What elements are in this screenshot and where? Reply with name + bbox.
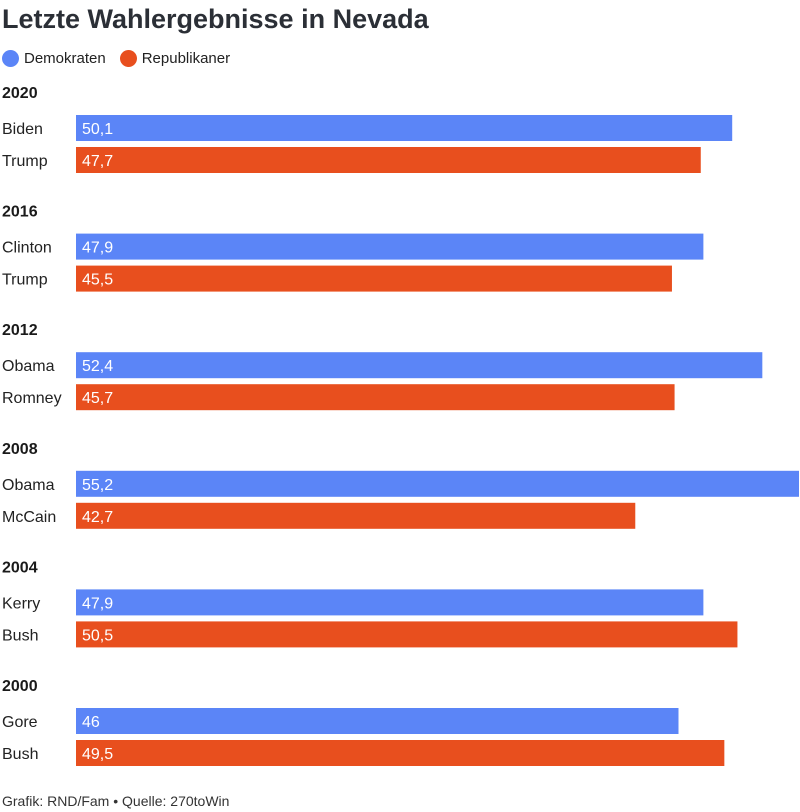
bar-2012-obama — [76, 352, 763, 379]
legend-dot-democrats — [2, 50, 19, 67]
footer-separator: • — [113, 793, 119, 809]
legend-label-democrats: Demokraten — [24, 50, 106, 67]
bar-2020-biden — [76, 115, 733, 141]
candidate-label-2016-trump: Trump — [2, 272, 48, 289]
value-label-2016-clinton: 47,9 — [82, 240, 113, 257]
value-label-2012-romney: 45,7 — [82, 390, 113, 407]
footer: Grafik: RND/Fam • Quelle: 270toWin — [2, 793, 229, 809]
candidate-label-2000-bush: Bush — [2, 746, 38, 763]
year-label-2004: 2004 — [2, 559, 38, 576]
year-label-2020: 2020 — [2, 85, 38, 102]
year-label-2008: 2008 — [2, 441, 38, 458]
bar-2020-trump — [76, 147, 701, 173]
value-label-2020-trump: 47,7 — [82, 153, 113, 170]
bar-2016-clinton — [76, 233, 704, 260]
footer-source: Quelle: 270toWin — [122, 793, 230, 809]
value-label-2012-obama: 52,4 — [82, 358, 113, 375]
bar-2000-bush — [76, 740, 725, 766]
legend: Demokraten Republikaner — [2, 50, 244, 67]
bar-2000-gore — [76, 708, 679, 734]
legend-label-republicans: Republikaner — [141, 50, 231, 67]
legend-item-democrats: Demokraten — [2, 50, 106, 67]
year-label-2016: 2016 — [2, 204, 38, 221]
bar-2008-mccain — [76, 502, 636, 529]
bar-2016-trump — [76, 265, 672, 292]
bar-2008-obama — [76, 470, 799, 497]
bar-2012-romney — [76, 384, 675, 411]
candidate-label-2004-bush: Bush — [2, 627, 38, 644]
candidate-label-2020-biden: Biden — [2, 121, 43, 138]
bar-2004-bush — [76, 621, 738, 648]
legend-dot-republicans — [119, 50, 137, 67]
value-label-2004-bush: 50,5 — [82, 627, 113, 644]
candidate-label-2008-mccain: McCain — [2, 509, 56, 526]
chart-title: Letzte Wahlergebnisse in Nevada — [2, 4, 429, 34]
value-label-2016-trump: 45,5 — [82, 272, 113, 289]
value-label-2000-bush: 49,5 — [82, 746, 113, 763]
year-label-2000: 2000 — [2, 678, 38, 695]
candidate-label-2020-trump: Trump — [2, 153, 48, 170]
candidate-label-2012-obama: Obama — [2, 358, 55, 375]
candidate-label-2012-romney: Romney — [2, 390, 62, 407]
candidate-label-2008-obama: Obama — [2, 477, 55, 494]
candidate-label-2004-kerry: Kerry — [2, 595, 40, 612]
value-label-2020-biden: 50,1 — [82, 121, 113, 138]
candidate-label-2016-clinton: Clinton — [2, 240, 52, 257]
bar-2004-kerry — [76, 589, 704, 616]
footer-credit: Grafik: RND/Fam — [2, 793, 110, 809]
year-label-2012: 2012 — [2, 322, 38, 339]
value-label-2000-gore: 46 — [82, 714, 100, 731]
candidate-label-2000-gore: Gore — [2, 714, 38, 731]
value-label-2004-kerry: 47,9 — [82, 595, 113, 612]
legend-item-republicans: Republikaner — [119, 50, 231, 67]
bar-chart: 2020 Biden 50,1 Trump 47,7 2016 Clinton 47,9 Tru… — [2, 85, 799, 766]
value-label-2008-obama: 55,2 — [82, 477, 113, 494]
value-label-2008-mccain: 42,7 — [82, 509, 113, 526]
